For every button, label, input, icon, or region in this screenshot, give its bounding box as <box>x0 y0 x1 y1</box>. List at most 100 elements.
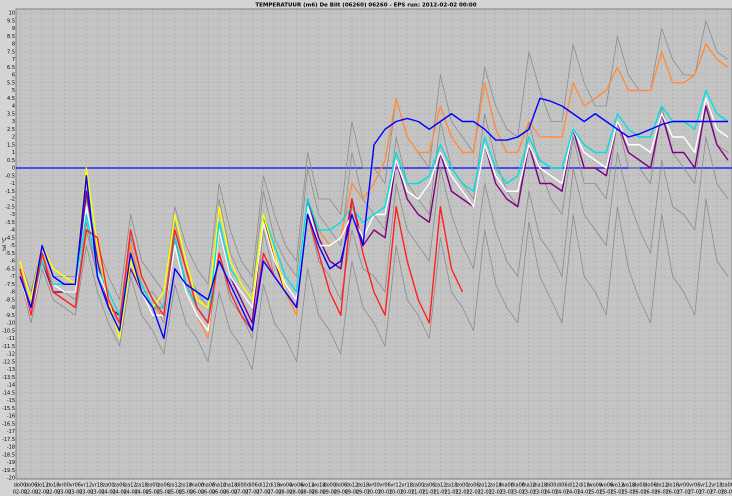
x-tick-label: vr18 <box>711 483 722 489</box>
y-tick-label: 4.5 <box>7 96 15 102</box>
x-tick-label: ma18 <box>533 483 547 489</box>
y-tick-label: -15.5 <box>2 406 15 412</box>
x-tick-date: 05-02 <box>168 490 183 496</box>
x-tick-label: za12 <box>125 483 137 489</box>
y-tick-label: -14 <box>7 383 15 389</box>
y-tick-label: -3.5 <box>5 220 15 226</box>
y-tick-label: -3 <box>10 212 15 218</box>
y-tick-label: 2.5 <box>7 127 15 133</box>
y-tick-label: -0.5 <box>5 173 15 179</box>
x-tick-date: 07-02 <box>267 490 282 496</box>
y-tick-label: -14.5 <box>2 390 15 396</box>
x-tick-label: do12 <box>36 483 49 489</box>
x-tick-date: 16-02 <box>665 490 680 496</box>
x-tick-label: vr00 <box>368 483 379 489</box>
x-tick-label: za06 <box>114 483 126 489</box>
x-tick-date: 04-02 <box>101 490 116 496</box>
x-tick-date: 07-02 <box>234 490 249 496</box>
x-tick-label: zo06 <box>158 483 170 489</box>
x-tick-date: 13-02 <box>522 490 537 496</box>
y-tick-label: -1.5 <box>5 189 15 195</box>
x-tick-label: ma06 <box>511 483 525 489</box>
y-tick-label: -5 <box>10 243 15 249</box>
y-tick-label: -8 <box>10 290 15 296</box>
y-tick-label: -20 <box>7 476 15 482</box>
x-tick-label: ma00 <box>190 483 204 489</box>
y-tick-label: -15 <box>7 398 15 404</box>
x-tick-label: do06 <box>335 483 348 489</box>
x-tick-date: 07-02 <box>256 490 271 496</box>
x-tick-date: 08-02 <box>300 490 315 496</box>
x-tick-date: 13-02 <box>511 490 526 496</box>
x-tick-label: wo00 <box>279 483 293 489</box>
x-tick-date: 03-02 <box>68 490 83 496</box>
y-tick-label: 4 <box>12 104 15 110</box>
x-tick-date: 16-02 <box>632 490 647 496</box>
series-line <box>19 89 729 324</box>
x-tick-date: 03-02 <box>90 490 105 496</box>
x-tick-date: 10-02 <box>389 490 404 496</box>
x-tick-label: do18 <box>666 483 679 489</box>
x-tick-date: 06-02 <box>190 490 205 496</box>
x-tick-date: 14-02 <box>566 490 581 496</box>
x-tick-label: ma18 <box>223 483 237 489</box>
x-tick-date: 09-02 <box>322 490 337 496</box>
x-tick-label: vr12 <box>81 483 92 489</box>
x-tick-label: za00 <box>722 483 732 489</box>
x-tick-label: vr18 <box>401 483 412 489</box>
y-tick-label: 7.5 <box>7 49 15 55</box>
x-tick-label: do06 <box>25 483 38 489</box>
y-tick-label: 5 <box>12 88 15 94</box>
x-tick-label: zo18 <box>180 483 192 489</box>
x-tick-label: di12 <box>568 483 579 489</box>
x-tick-date: 08-02 <box>289 490 304 496</box>
x-tick-date: 11-02 <box>433 490 448 496</box>
x-tick-label: do00 <box>323 483 336 489</box>
x-tick-label: za18 <box>136 483 148 489</box>
y-tick-label: -16.5 <box>2 421 15 427</box>
x-tick-label: wo12 <box>611 483 625 489</box>
x-tick-label: vr06 <box>70 483 81 489</box>
x-tick-date: 15-02 <box>621 490 636 496</box>
y-tick-label: 10 <box>9 11 15 17</box>
x-tick-label: vr06 <box>689 483 700 489</box>
x-tick-label: di06 <box>247 483 258 489</box>
x-tick-label: di18 <box>269 483 280 489</box>
y-tick-label: -10 <box>7 321 15 327</box>
y-tick-label: -9.5 <box>5 313 15 319</box>
x-tick-label: wo06 <box>600 483 614 489</box>
y-tick-label: 8.5 <box>7 34 15 40</box>
y-tick-label: -18.5 <box>2 452 15 458</box>
x-tick-label: do12 <box>655 483 668 489</box>
x-tick-date: 09-02 <box>334 490 349 496</box>
y-tick-label: -13.5 <box>2 375 15 381</box>
x-tick-date: 12-02 <box>466 490 481 496</box>
x-tick-label: vr00 <box>59 483 70 489</box>
x-tick-date: 15-02 <box>599 490 614 496</box>
x-tick-label: vr12 <box>700 483 711 489</box>
x-tick-date: 04-02 <box>112 490 127 496</box>
x-tick-label: ma06 <box>201 483 215 489</box>
x-tick-date: 17-02 <box>710 490 725 496</box>
x-tick-label: zo00 <box>147 483 159 489</box>
x-tick-label: di00 <box>236 483 247 489</box>
x-tick-label: wo06 <box>290 483 304 489</box>
y-tick-label: -17 <box>7 429 15 435</box>
x-tick-date: 09-02 <box>345 490 360 496</box>
y-tick-label: -9 <box>10 305 15 311</box>
x-tick-label: zo12 <box>479 483 491 489</box>
y-tick-label: -18 <box>7 445 15 451</box>
x-tick-date: 10-02 <box>367 490 382 496</box>
y-tick-label: -12.5 <box>2 359 15 365</box>
x-tick-date: 17-02 <box>699 490 714 496</box>
x-tick-label: wo00 <box>588 483 602 489</box>
y-tick-label: 1 <box>12 150 15 156</box>
y-tick-label: 8 <box>12 42 15 48</box>
x-tick-date: 11-02 <box>444 490 459 496</box>
x-tick-date: 10-02 <box>400 490 415 496</box>
y-tick-label: -7.5 <box>5 282 15 288</box>
y-tick-label: -12 <box>7 352 15 358</box>
y-tick-label: 6 <box>12 73 15 79</box>
x-tick-date: 13-02 <box>499 490 514 496</box>
y-tick-label: -13 <box>7 367 15 373</box>
